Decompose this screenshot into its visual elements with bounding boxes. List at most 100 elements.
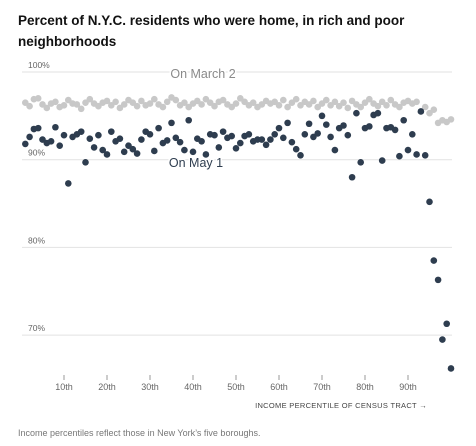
data-point: [301, 130, 309, 138]
data-point: [267, 136, 274, 143]
data-point: [426, 198, 433, 206]
series-points: [22, 94, 455, 372]
data-point: [228, 132, 235, 140]
data-point: [43, 104, 51, 112]
data-point: [129, 145, 137, 153]
series-may-1: [22, 108, 455, 372]
data-point: [344, 131, 352, 139]
data-point: [430, 257, 438, 264]
annotation-may-1: On May 1: [169, 156, 223, 170]
data-point: [185, 116, 192, 124]
data-point: [344, 104, 352, 112]
data-point: [99, 146, 106, 154]
data-point: [133, 150, 141, 157]
annotation-march-2: On March 2: [170, 67, 235, 81]
data-point: [396, 103, 403, 111]
data-point: [249, 99, 257, 106]
y-tick-label: 100%: [28, 60, 50, 70]
data-point: [378, 157, 386, 164]
data-point: [262, 141, 270, 149]
x-tick-label: 50th: [227, 382, 245, 392]
data-point: [245, 130, 253, 138]
data-point: [163, 137, 171, 144]
data-point: [211, 131, 218, 139]
data-point: [383, 102, 390, 109]
data-point: [198, 101, 205, 108]
chart-title: Percent of N.Y.C. residents who were hom…: [18, 13, 405, 49]
data-point: [447, 116, 455, 123]
x-tick-label: 90th: [399, 382, 417, 392]
data-point: [103, 151, 111, 158]
data-point: [305, 120, 313, 128]
data-point: [86, 135, 94, 142]
data-point: [421, 152, 429, 159]
x-tick-label: 70th: [313, 382, 331, 392]
data-point: [189, 148, 197, 156]
data-point: [176, 138, 184, 146]
data-point: [366, 123, 373, 130]
data-point: [391, 126, 399, 134]
data-point: [159, 103, 167, 111]
data-point: [288, 138, 296, 146]
data-point: [439, 336, 446, 343]
data-point: [151, 95, 158, 103]
data-point: [443, 320, 451, 328]
data-point: [108, 128, 115, 135]
data-point: [357, 103, 365, 111]
footnote: Income percentiles reflect those in New …: [18, 428, 261, 438]
data-point: [323, 121, 330, 128]
data-point: [151, 147, 158, 155]
y-axis-ticks: 100% 90% 80% 70%: [28, 60, 50, 333]
data-point: [138, 97, 145, 105]
data-point: [447, 365, 455, 372]
data-point: [155, 124, 162, 132]
data-point: [318, 112, 326, 120]
data-point: [413, 151, 420, 158]
x-tick-label: 40th: [184, 382, 202, 392]
data-point: [280, 96, 287, 104]
data-point: [120, 148, 128, 156]
data-point: [292, 145, 300, 153]
data-point: [348, 173, 356, 181]
data-point: [172, 96, 180, 104]
data-point: [275, 102, 283, 109]
data-point: [138, 136, 145, 143]
data-point: [374, 109, 382, 117]
data-point: [219, 96, 227, 104]
data-point: [103, 97, 111, 105]
data-point: [215, 144, 223, 151]
data-point: [331, 98, 339, 106]
data-point: [275, 124, 283, 132]
data-point: [280, 134, 287, 142]
data-point: [146, 130, 154, 138]
data-point: [26, 102, 33, 110]
data-point: [310, 97, 317, 105]
x-tick-label: 20th: [98, 382, 116, 392]
data-point: [112, 98, 119, 106]
data-point: [52, 123, 59, 131]
data-point: [95, 131, 102, 139]
data-point: [77, 105, 85, 113]
data-point: [357, 159, 365, 166]
data-point: [120, 101, 128, 108]
data-point: [400, 116, 408, 124]
data-point: [219, 128, 227, 135]
data-point: [202, 151, 210, 158]
data-point: [396, 152, 403, 160]
x-axis-ticks: 10th 20th 30th 40th 50th 60th 70th 80th 90th: [55, 375, 417, 392]
data-point: [211, 102, 218, 110]
data-point: [77, 128, 85, 135]
data-point: [172, 134, 180, 142]
data-point: [232, 100, 240, 107]
y-tick-label: 70%: [28, 323, 45, 333]
data-point: [404, 146, 412, 154]
data-point: [258, 136, 266, 143]
data-point: [292, 95, 300, 103]
data-point: [232, 145, 240, 152]
data-point: [430, 106, 438, 114]
data-point: [331, 146, 339, 154]
data-point: [284, 103, 291, 111]
data-point: [366, 95, 373, 103]
data-point: [146, 100, 154, 107]
